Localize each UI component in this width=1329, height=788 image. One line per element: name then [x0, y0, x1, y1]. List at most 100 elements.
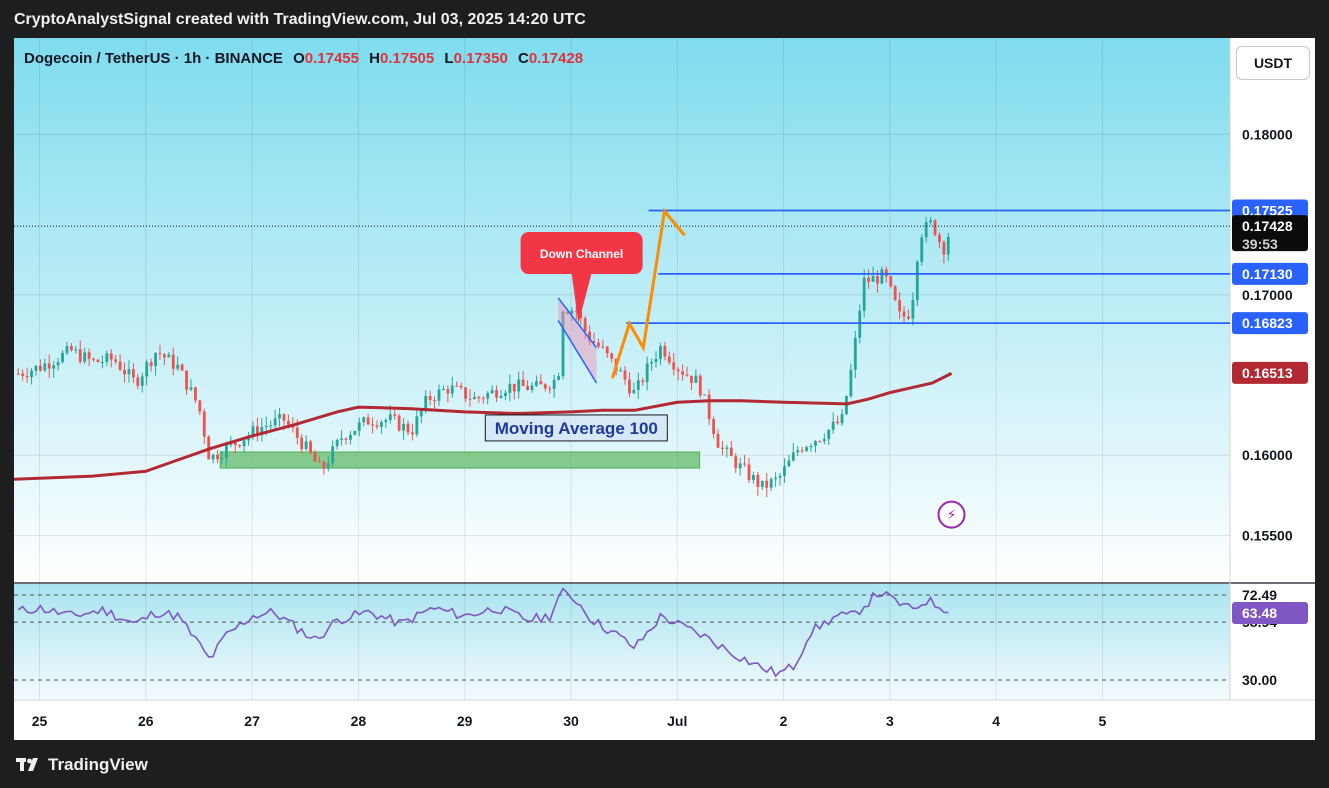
x-tick-label: 28 [351, 713, 367, 729]
candle-body [911, 300, 915, 319]
candle-body [840, 414, 844, 424]
candle-body [127, 369, 131, 375]
candle-body [650, 362, 653, 364]
candle-body [512, 383, 516, 392]
candle-body [769, 479, 773, 488]
candle-body [543, 384, 547, 389]
candle-body [552, 379, 556, 389]
projection-arrow [610, 207, 686, 379]
main-pane-background [14, 38, 1230, 582]
candle-body [521, 379, 525, 387]
candle-body [499, 395, 503, 398]
x-tick-label: 29 [457, 713, 473, 729]
candle-body [202, 411, 206, 437]
down-channel-fill [558, 297, 597, 384]
candle-body [87, 352, 91, 359]
rsi-line [17, 587, 949, 678]
candle-body [809, 445, 813, 448]
symbol-name[interactable]: Dogecoin / TetherUS · 1h · BINANCE [24, 50, 283, 67]
candle-body [287, 420, 290, 425]
candle-body [924, 222, 928, 238]
chart-canvas[interactable]: 25 26 27 28 29 30 Jul 2 3 4 5 0.18000 0.17000 0.16000… [14, 38, 1315, 740]
x-tick-label: Jul [667, 713, 687, 729]
candle-body [796, 450, 800, 453]
candle-body [260, 426, 264, 436]
candle-body [424, 395, 428, 411]
candle-body [729, 447, 733, 457]
close-value: 0.17428 [528, 50, 584, 67]
down-channel-callout [520, 232, 643, 275]
candle-body [419, 410, 423, 417]
price-label-box [1232, 312, 1308, 335]
candle-body [185, 370, 188, 390]
price-label-text: 0.16823 [1242, 315, 1293, 331]
tradingview-logo[interactable]: TradingView [16, 755, 148, 775]
rsi-current-box [1232, 602, 1308, 625]
top-caption-bar: CryptoAnalystSignal created with Trading… [0, 0, 1329, 38]
candle-body [636, 380, 640, 391]
price-label-text: 0.16513 [1242, 365, 1293, 381]
candle-body [154, 353, 157, 367]
candle-body [747, 464, 751, 480]
candle-body [446, 389, 450, 394]
candle-body [450, 385, 454, 394]
candle-body [946, 237, 950, 255]
candle-body [876, 276, 879, 284]
candle-body [915, 261, 919, 301]
ma-label-text: Moving Average 100 [495, 419, 658, 438]
price-label-text: 0.17130 [1242, 266, 1293, 282]
candle-body [415, 416, 419, 435]
candle-body [632, 390, 636, 394]
candle-body [760, 480, 764, 487]
candle-body [309, 441, 312, 453]
candle-body [136, 377, 140, 386]
candle-body [295, 427, 299, 438]
candle-body [725, 447, 729, 449]
candle-body [393, 414, 397, 416]
candle-body [530, 385, 534, 390]
candle-body [676, 369, 680, 372]
candle-body [25, 375, 29, 377]
candle-body [433, 400, 436, 402]
candle-body [162, 354, 166, 358]
callout-pointer [571, 273, 592, 324]
candle-body [853, 337, 857, 370]
candle-body [800, 450, 804, 452]
candle-body [123, 369, 126, 375]
tradingview-brand: TradingView [48, 755, 148, 774]
candle-body [667, 356, 671, 363]
price-label-text: 0.17525 [1242, 203, 1293, 219]
candle-body [490, 389, 494, 394]
candle-body [605, 346, 609, 354]
candle-body [889, 276, 893, 287]
price-label-text: 0.17428 [1242, 218, 1293, 234]
high-key: H [369, 50, 380, 67]
candle-body [929, 220, 933, 223]
candle-body [220, 458, 224, 460]
candle-body [862, 278, 866, 311]
candle-body [114, 359, 118, 362]
candle-body [858, 310, 862, 338]
candle-body [353, 430, 357, 435]
candle-body [224, 444, 228, 459]
candle-body [787, 460, 791, 467]
candle-body [942, 242, 946, 255]
x-tick-label: 27 [244, 713, 260, 729]
candle-body [255, 426, 259, 436]
author-caption: CryptoAnalystSignal created with Trading… [14, 11, 586, 28]
candle-body [539, 381, 543, 385]
candle-body [176, 364, 180, 369]
currency-button[interactable]: USDT [1236, 46, 1310, 80]
candle-body [623, 370, 627, 380]
candle-body [167, 354, 171, 358]
candle-body [907, 316, 910, 319]
candle-body [140, 376, 144, 386]
candle-body [233, 442, 237, 445]
chart-panel[interactable]: 25 26 27 28 29 30 Jul 2 3 4 5 0.18000 0.17000 0.16000… [14, 38, 1315, 740]
candle-body [508, 383, 512, 393]
candle-body [783, 466, 786, 476]
candle-body [335, 440, 339, 447]
footer-bar: TradingView [0, 740, 1329, 788]
candle-body [938, 234, 941, 243]
candle-body [548, 388, 552, 390]
